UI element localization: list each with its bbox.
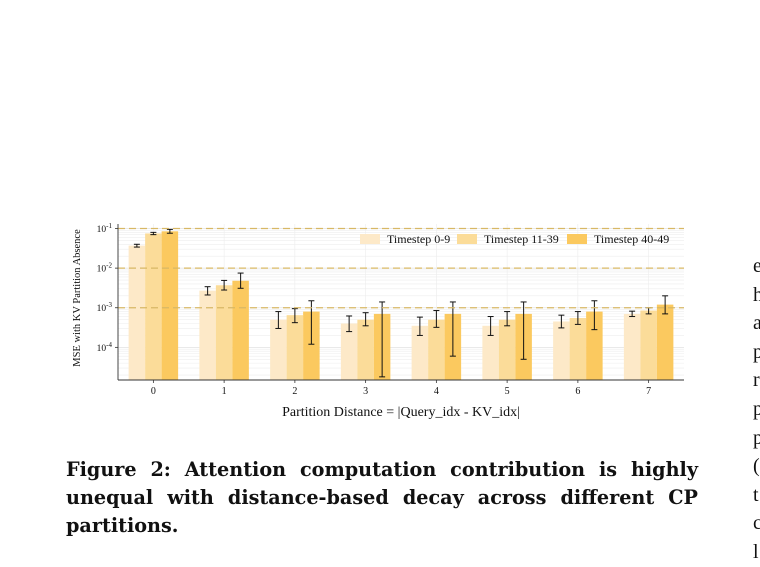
bar-2-series-0 bbox=[270, 319, 287, 380]
x-tick-label: 2 bbox=[292, 386, 297, 397]
bar-7-series-2 bbox=[656, 304, 674, 380]
right-column-fragment: t bbox=[753, 483, 759, 506]
bar-6-series-1 bbox=[569, 318, 587, 380]
bar-chart: 10-4 10-3 10-2 10-1 0 1 2 3 4 5 6 7 Partition Distan… bbox=[72, 222, 684, 420]
bar-1-series-2 bbox=[232, 280, 249, 380]
bar-3-series-1 bbox=[357, 319, 374, 380]
y-axis-label: MSE with KV Partition Absence bbox=[72, 229, 83, 367]
y-tick-label: 10-2 bbox=[97, 262, 113, 275]
x-tick-label: 6 bbox=[575, 386, 580, 397]
bar-1-series-0 bbox=[199, 290, 216, 380]
right-column-fragment: e bbox=[753, 255, 760, 277]
x-axis-label: Partition Distance = |Query_idx - KV_idx… bbox=[282, 405, 520, 420]
bar-5-series-1 bbox=[498, 319, 516, 380]
figure-chart: 10-4 10-3 10-2 10-1 0 1 2 3 4 5 6 7 Partition Distan… bbox=[60, 214, 700, 424]
right-column-fragment: p bbox=[753, 426, 760, 449]
bar-2-series-1 bbox=[286, 315, 304, 380]
right-column-fragment: l bbox=[753, 540, 759, 563]
legend-swatch bbox=[457, 234, 477, 244]
bar-2-series-2 bbox=[303, 311, 320, 380]
x-tick-label: 3 bbox=[363, 386, 368, 397]
bar-0-series-0 bbox=[128, 245, 146, 380]
bar-7-series-1 bbox=[640, 310, 657, 380]
bar-5-series-0 bbox=[482, 325, 499, 380]
bar-6-series-0 bbox=[553, 321, 570, 380]
bar-0-series-2 bbox=[161, 231, 179, 380]
right-column-fragment: p bbox=[753, 340, 760, 363]
legend-label: Timestep 11-39 bbox=[484, 232, 559, 246]
x-tick-label: 1 bbox=[222, 386, 227, 397]
y-tick-label: 10-4 bbox=[97, 341, 113, 354]
bar-3-series-0 bbox=[340, 323, 358, 380]
bar-1-series-1 bbox=[215, 285, 233, 380]
legend-label: Timestep 40-49 bbox=[594, 232, 669, 246]
x-tick-label: 0 bbox=[151, 386, 156, 397]
right-column-fragment: p bbox=[753, 397, 760, 420]
x-tick-label: 5 bbox=[505, 386, 510, 397]
bar-7-series-0 bbox=[623, 313, 641, 380]
legend-label: Timestep 0-9 bbox=[387, 232, 450, 246]
x-tick-label: 4 bbox=[434, 386, 439, 397]
legend-swatch bbox=[567, 234, 587, 244]
right-column-fragment: (: bbox=[753, 455, 760, 478]
y-tick-label: 10-3 bbox=[97, 301, 113, 314]
right-column-fragment: h bbox=[753, 283, 760, 306]
x-tick-label: 7 bbox=[646, 386, 651, 397]
bar-0-series-1 bbox=[145, 233, 162, 380]
legend-swatch bbox=[360, 234, 380, 244]
right-column-fragment: a bbox=[753, 312, 760, 335]
right-column-fragment: c bbox=[753, 512, 760, 535]
right-column-fragment: r bbox=[753, 369, 760, 392]
bar-6-series-2 bbox=[586, 311, 603, 380]
figure-caption: Figure 2: Attention computation contribu… bbox=[66, 458, 698, 537]
bar-4-series-0 bbox=[411, 325, 429, 380]
y-tick-label: 10-1 bbox=[97, 222, 113, 235]
bar-4-series-1 bbox=[428, 319, 445, 380]
